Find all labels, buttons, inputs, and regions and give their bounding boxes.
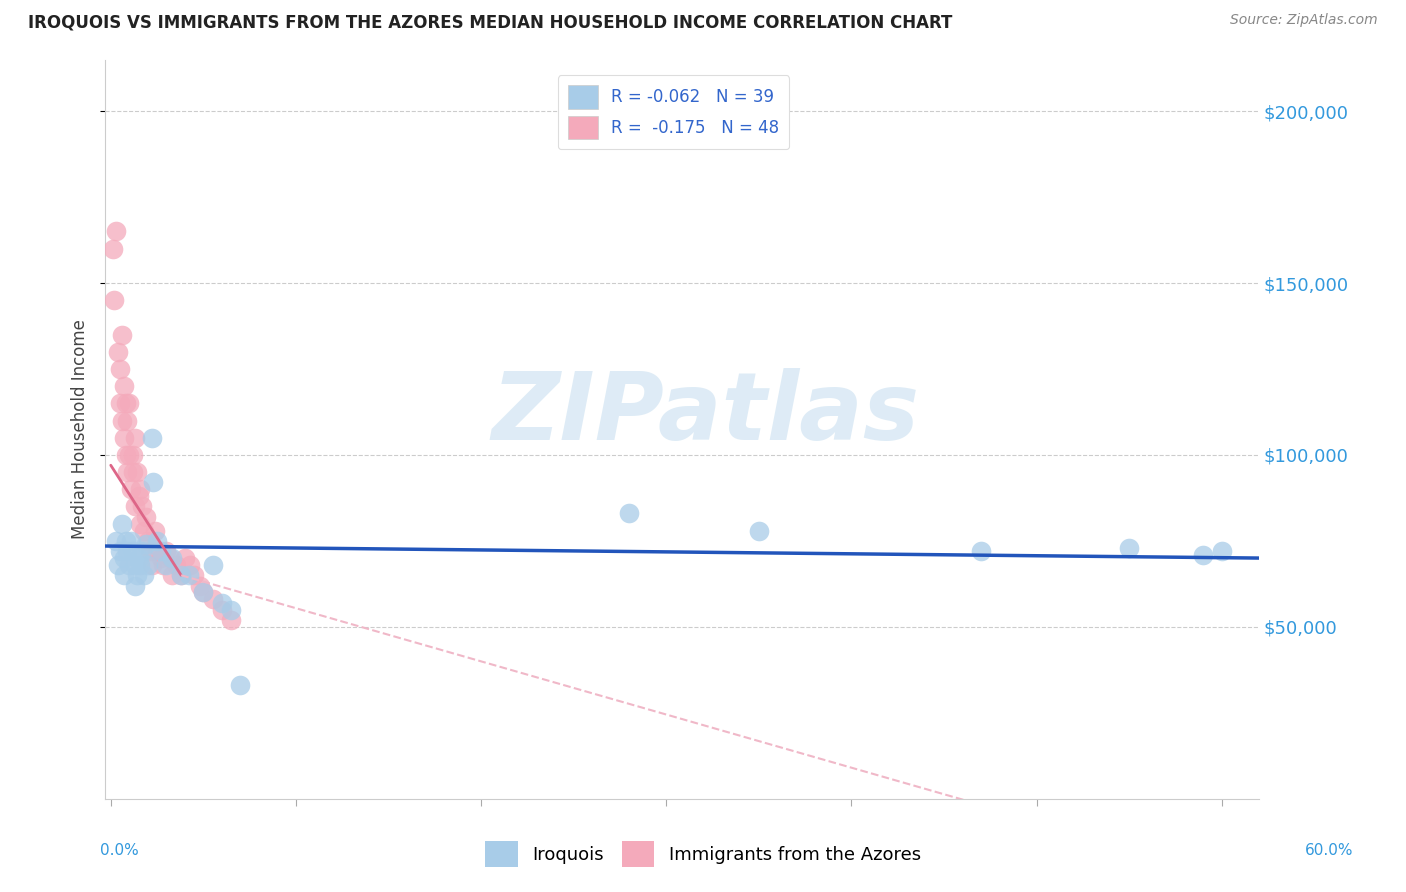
Point bbox=[124, 578, 146, 592]
Point bbox=[124, 431, 146, 445]
Point bbox=[117, 413, 139, 427]
Point bbox=[108, 544, 131, 558]
Point bbox=[112, 431, 135, 445]
Point bbox=[1118, 541, 1140, 555]
Text: ZIPatlas: ZIPatlas bbox=[491, 368, 920, 460]
Point bbox=[103, 293, 125, 308]
Point bbox=[193, 585, 215, 599]
Point bbox=[111, 516, 134, 531]
Point bbox=[129, 558, 152, 572]
Point bbox=[149, 544, 172, 558]
Point bbox=[122, 544, 145, 558]
Point bbox=[1211, 544, 1233, 558]
Point bbox=[173, 551, 195, 566]
Point bbox=[107, 344, 129, 359]
Point bbox=[112, 379, 135, 393]
Point bbox=[160, 551, 183, 566]
Point bbox=[201, 558, 224, 572]
Point bbox=[149, 551, 172, 566]
Point bbox=[136, 558, 159, 572]
Point bbox=[146, 533, 169, 548]
Point bbox=[165, 558, 187, 572]
Point bbox=[124, 500, 146, 514]
Point bbox=[188, 578, 211, 592]
Text: 60.0%: 60.0% bbox=[1305, 843, 1353, 858]
Point bbox=[128, 551, 150, 566]
Text: IROQUOIS VS IMMIGRANTS FROM THE AZORES MEDIAN HOUSEHOLD INCOME CORRELATION CHART: IROQUOIS VS IMMIGRANTS FROM THE AZORES M… bbox=[28, 13, 952, 31]
Point bbox=[146, 544, 169, 558]
Point bbox=[170, 568, 193, 582]
Point bbox=[112, 551, 135, 566]
Text: Source: ZipAtlas.com: Source: ZipAtlas.com bbox=[1230, 13, 1378, 28]
Point bbox=[142, 475, 165, 490]
Point bbox=[748, 524, 770, 538]
Point bbox=[114, 533, 136, 548]
Point bbox=[107, 558, 129, 572]
Y-axis label: Median Household Income: Median Household Income bbox=[72, 319, 89, 539]
Point bbox=[177, 568, 200, 582]
Text: 0.0%: 0.0% bbox=[100, 843, 139, 858]
Point bbox=[141, 558, 163, 572]
Point bbox=[124, 558, 146, 572]
Point bbox=[141, 431, 163, 445]
Point bbox=[111, 327, 134, 342]
Point bbox=[120, 483, 142, 497]
Point bbox=[135, 509, 157, 524]
Point bbox=[619, 507, 641, 521]
Point bbox=[183, 568, 205, 582]
Point bbox=[201, 592, 224, 607]
Point bbox=[219, 613, 242, 627]
Point bbox=[160, 568, 183, 582]
Point bbox=[179, 558, 201, 572]
Point bbox=[229, 678, 252, 692]
Point bbox=[152, 558, 174, 572]
Point bbox=[105, 225, 128, 239]
Point bbox=[131, 544, 153, 558]
Point bbox=[159, 551, 181, 566]
Point bbox=[211, 596, 233, 610]
Point bbox=[111, 413, 134, 427]
Point bbox=[101, 242, 124, 256]
Point bbox=[129, 516, 152, 531]
Point bbox=[118, 396, 141, 410]
Point bbox=[211, 602, 233, 616]
Point bbox=[120, 533, 142, 548]
Point bbox=[125, 568, 148, 582]
Point bbox=[114, 396, 136, 410]
Point bbox=[219, 602, 242, 616]
Point bbox=[131, 500, 153, 514]
Point bbox=[117, 544, 139, 558]
Point bbox=[118, 558, 141, 572]
Point bbox=[132, 524, 155, 538]
Point bbox=[105, 533, 128, 548]
Point bbox=[155, 558, 177, 572]
Point bbox=[118, 448, 141, 462]
Point bbox=[122, 448, 145, 462]
Point bbox=[143, 524, 166, 538]
Point bbox=[132, 568, 155, 582]
Point bbox=[136, 533, 159, 548]
Point bbox=[112, 568, 135, 582]
Legend: Iroquois, Immigrants from the Azores: Iroquois, Immigrants from the Azores bbox=[478, 834, 928, 874]
Point bbox=[193, 585, 215, 599]
Point bbox=[970, 544, 993, 558]
Point bbox=[129, 483, 152, 497]
Point bbox=[108, 396, 131, 410]
Point bbox=[170, 568, 193, 582]
Legend: R = -0.062   N = 39, R =  -0.175   N = 48: R = -0.062 N = 39, R = -0.175 N = 48 bbox=[558, 75, 789, 149]
Point bbox=[125, 465, 148, 479]
Point bbox=[1192, 548, 1215, 562]
Point bbox=[122, 465, 145, 479]
Point bbox=[135, 537, 157, 551]
Point bbox=[128, 489, 150, 503]
Point bbox=[138, 544, 160, 558]
Point bbox=[155, 544, 177, 558]
Point bbox=[108, 362, 131, 376]
Point bbox=[117, 465, 139, 479]
Point bbox=[114, 448, 136, 462]
